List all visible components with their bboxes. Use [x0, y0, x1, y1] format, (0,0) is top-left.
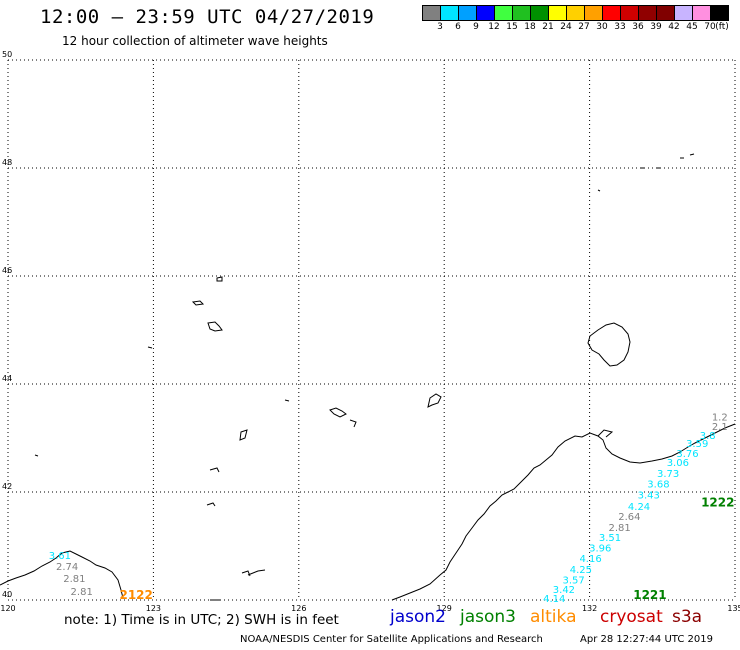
wave-height-label: 4.25 — [570, 565, 592, 576]
map-subtitle: 12 hour collection of altimeter wave hei… — [62, 34, 328, 48]
wave-height-label: 1.2 — [712, 413, 728, 424]
wave-height-label: 3.59 — [686, 439, 708, 450]
legend-label: 18 — [524, 22, 536, 32]
axis-tick-labels: 120 123 126 129 132 135 40 42 44 46 48 50 — [0, 50, 740, 613]
wave-height-label: 3.96 — [589, 543, 611, 554]
wave-height-label: 3.68 — [647, 480, 669, 491]
note-text: note: 1) Time is in UTC; 2) SWH is in fe… — [64, 612, 339, 628]
legend-label: 42 — [668, 22, 680, 32]
wave-height-label: 2.64 — [618, 512, 640, 523]
lon-tick-label: 135 — [727, 604, 740, 613]
legend-label: 45 — [686, 22, 698, 32]
legend-label: 36 — [632, 22, 644, 32]
wave-height-label: 3.61 — [49, 551, 71, 562]
wave-height-values: 1.22.13.83.593.763.063.733.683.434.242.6… — [49, 413, 728, 605]
legend-swatch — [710, 5, 729, 21]
wave-height-label: 3.57 — [562, 575, 584, 586]
credit-text: NOAA/NESDIS Center for Satellite Applica… — [240, 634, 543, 645]
map-title: 12:00 – 23:59 UTC 04/27/2019 — [40, 6, 375, 28]
lon-tick-label: 132 — [582, 604, 597, 613]
wave-height-label: 3.06 — [667, 458, 689, 469]
satellite-name-jason2: jason2 — [390, 607, 446, 627]
lat-tick-label: 48 — [2, 158, 12, 167]
satellite-name-cryosat: cryosat — [600, 607, 663, 627]
legend-label: 15 — [506, 22, 518, 32]
legend-label: 27 — [578, 22, 590, 32]
lon-tick-label: 120 — [0, 604, 15, 613]
wave-height-label: 3.73 — [657, 469, 679, 480]
wave-height-label: 2.1 — [712, 422, 728, 433]
legend-label: 3 — [437, 22, 443, 32]
wave-height-label: 3.8 — [700, 431, 716, 442]
lon-tick-label: 129 — [437, 604, 452, 613]
wave-height-label: 2.81 — [63, 574, 85, 585]
wave-height-color-legend — [422, 5, 729, 21]
lat-tick-label: 44 — [2, 374, 12, 383]
wave-height-label: 2.74 — [56, 562, 78, 573]
lat-tick-label: 50 — [2, 50, 12, 59]
legend-label: 39 — [650, 22, 662, 32]
lat-tick-label: 40 — [2, 590, 12, 599]
wave-height-label: 3.76 — [676, 449, 698, 460]
satellite-name-s3a: s3a — [672, 607, 703, 627]
legend-label: 21 — [542, 22, 554, 32]
pass-time-label: 2122 — [119, 588, 152, 602]
timestamp-text: Apr 28 12:27:44 UTC 2019 — [580, 634, 713, 645]
wave-height-label: 2.81 — [609, 523, 631, 534]
satellite-name-altika: altika — [530, 607, 577, 627]
satellite-name-jason3: jason3 — [460, 607, 516, 627]
legend-label: 70 — [704, 22, 716, 32]
legend-label: 9 — [473, 22, 479, 32]
wave-height-label: 4.16 — [579, 554, 601, 565]
lon-tick-label: 123 — [146, 604, 161, 613]
legend-labels: 3 6 9 12 15 18 21 24 27 30 33 36 39 42 45 70 (ft) — [422, 22, 740, 34]
lon-tick-label: 126 — [291, 604, 306, 613]
legend-label: 12 — [488, 22, 500, 32]
legend-label: (ft) — [715, 22, 729, 32]
pass-time-label: 1222 — [701, 496, 734, 510]
legend-label: 30 — [596, 22, 608, 32]
wave-height-label: 2.81 — [71, 587, 93, 598]
lat-tick-label: 46 — [2, 266, 12, 275]
coastline — [0, 153, 736, 601]
pass-time-labels: 1222 1221 2122 — [119, 496, 734, 602]
wave-height-label: 3.51 — [599, 533, 621, 544]
wave-height-label: 4.24 — [628, 502, 650, 513]
wave-height-label: 4.14 — [543, 594, 565, 605]
pass-time-label: 1221 — [633, 588, 666, 602]
legend-label: 33 — [614, 22, 626, 32]
wave-height-label: 3.42 — [553, 585, 575, 596]
lat-tick-label: 42 — [2, 482, 12, 491]
legend-label: 24 — [560, 22, 572, 32]
legend-label: 6 — [455, 22, 461, 32]
wave-height-label: 3.43 — [638, 490, 660, 501]
